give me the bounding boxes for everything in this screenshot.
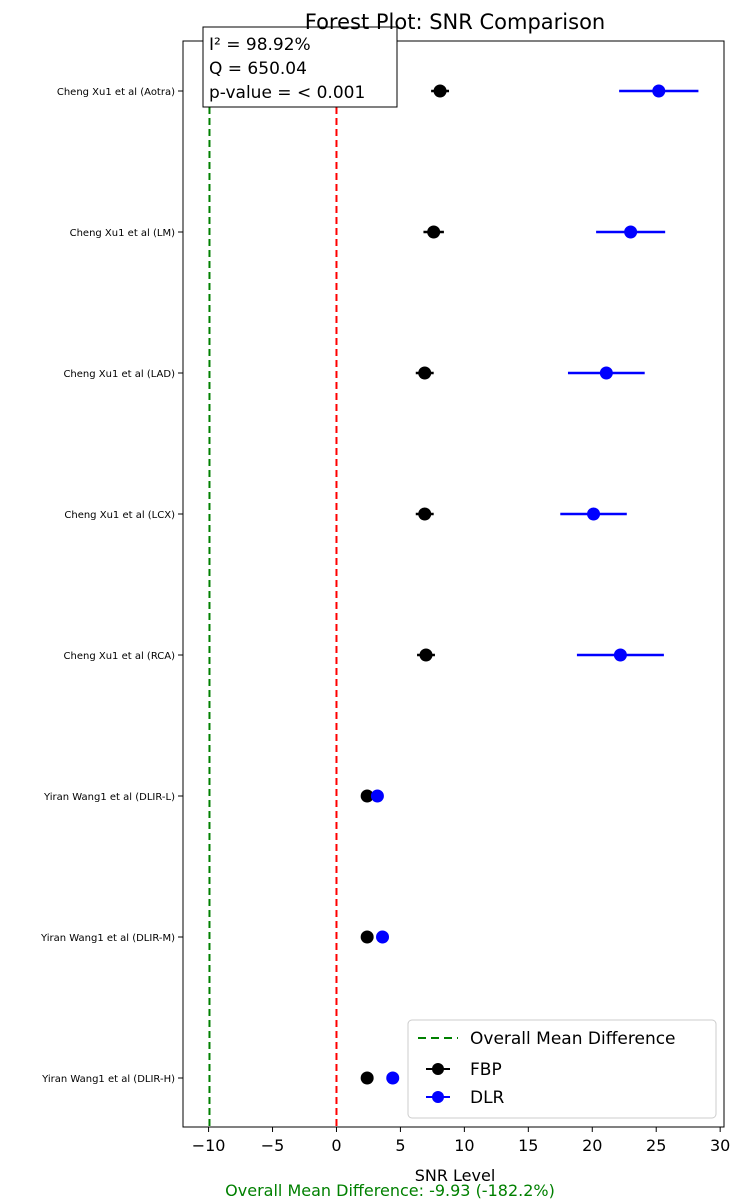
x-axis-label: SNR Level: [415, 1166, 496, 1185]
fbp-point: [427, 225, 441, 239]
chart-title: Forest Plot: SNR Comparison: [305, 10, 606, 34]
y-category-label: Yiran Wang1 et al (DLIR-H): [41, 1074, 175, 1085]
y-category-label: Yiran Wang1 et al (DLIR-M): [40, 933, 175, 944]
dlr-point: [613, 648, 627, 662]
legend-dlr-marker: [432, 1091, 444, 1103]
x-tick-label: 15: [518, 1136, 538, 1155]
legend-entry-dlr: DLR: [470, 1088, 505, 1108]
stats-i2: I² = 98.92%: [209, 35, 311, 55]
dlr-point: [386, 1071, 400, 1085]
plot-area-frame: [182, 40, 725, 1128]
legend-entry-fbp: FBP: [470, 1060, 502, 1080]
dlr-point: [624, 225, 638, 239]
x-tick-label: 30: [710, 1136, 730, 1155]
reference-lines-layer: [208, 41, 338, 1127]
dlr-point: [652, 84, 666, 98]
stats-q: Q = 650.04: [209, 59, 307, 79]
y-category-label: Cheng Xu1 et al (Aotra): [57, 87, 175, 98]
x-tick-label: 20: [582, 1136, 602, 1155]
fbp-point: [419, 648, 433, 662]
y-category-label: Cheng Xu1 et al (RCA): [64, 651, 176, 662]
y-category-label: Cheng Xu1 et al (LCX): [64, 510, 175, 521]
fbp-point: [418, 366, 432, 380]
fbp-point: [360, 1071, 374, 1085]
y-category-label: Yiran Wang1 et al (DLIR-L): [43, 792, 175, 803]
x-tick-label: −10: [192, 1136, 226, 1155]
y-axis: Cheng Xu1 et al (Aotra) Cheng Xu1 et al (…: [40, 87, 183, 1085]
stats-box: I² = 98.92% Q = 650.04 p-value = < 0.001: [202, 26, 398, 108]
stats-box-frame: [202, 26, 398, 108]
dlr-point: [587, 507, 601, 521]
legend-fbp-marker: [432, 1063, 444, 1075]
dlr-point: [376, 930, 390, 944]
dlr-point: [599, 366, 613, 380]
legend-entry-mean-diff: Overall Mean Difference: [470, 1029, 676, 1049]
fbp-point: [433, 84, 447, 98]
stats-p-value: p-value = < 0.001: [209, 83, 365, 103]
fbp-point: [360, 930, 374, 944]
x-tick-label: 0: [331, 1136, 341, 1155]
legend-frame: [407, 1019, 717, 1119]
x-tick-label: 25: [646, 1136, 666, 1155]
legend: Overall Mean Difference FBP DLR: [407, 1019, 717, 1119]
data-marks-layer: [360, 84, 699, 1085]
dlr-point: [370, 789, 384, 803]
fbp-point: [360, 789, 374, 803]
x-tick-label: −5: [261, 1136, 285, 1155]
overall-mean-difference-footer: Overall Mean Difference: -9.93 (-182.2%): [225, 1181, 555, 1199]
fbp-point: [418, 507, 432, 521]
x-tick-label: 10: [454, 1136, 474, 1155]
x-axis: −10 −5 0 5 10 15 20 25 30: [192, 1127, 730, 1155]
y-category-label: Cheng Xu1 et al (LAD): [63, 369, 175, 380]
y-category-label: Cheng Xu1 et al (LM): [70, 228, 176, 239]
x-tick-label: 5: [395, 1136, 405, 1155]
